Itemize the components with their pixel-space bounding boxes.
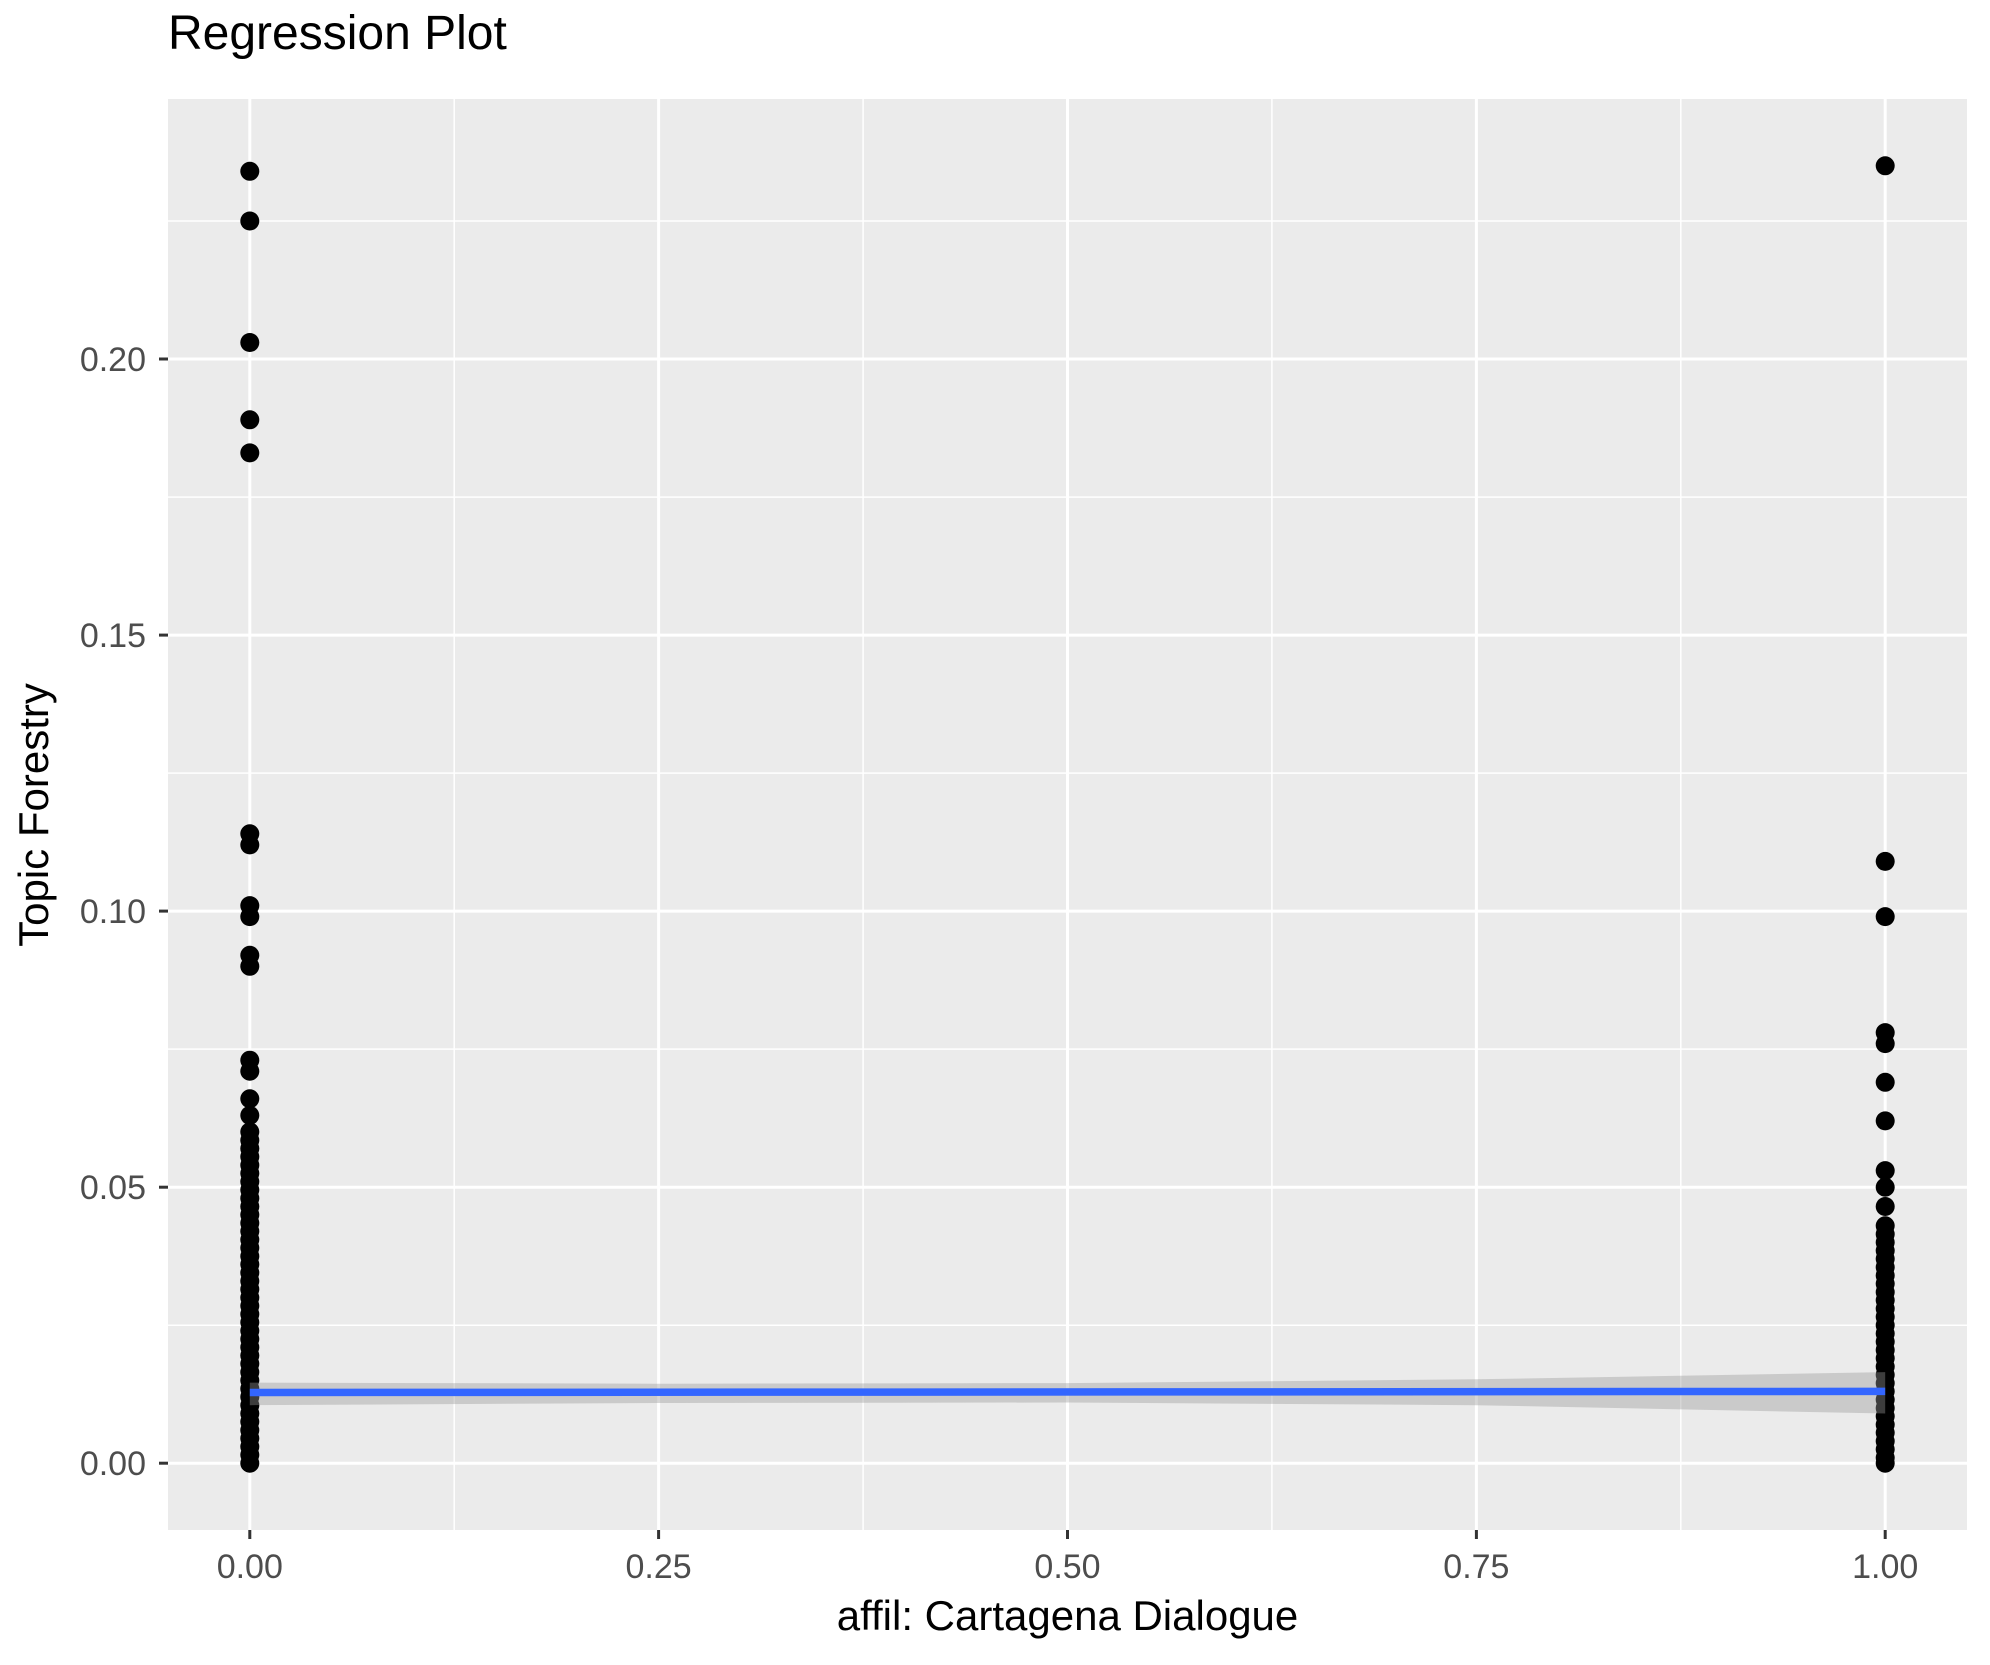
data-point: [240, 956, 260, 976]
data-point: [240, 1061, 260, 1081]
data-point: [240, 1089, 260, 1109]
y-tick-label: 0.15: [80, 617, 146, 655]
data-point: [1875, 1111, 1895, 1131]
data-point: [1875, 1197, 1895, 1216]
data-point: [240, 161, 260, 181]
x-tick-label: 0.25: [626, 1548, 692, 1586]
data-point: [240, 1105, 260, 1125]
data-point: [1875, 907, 1895, 927]
regression-line: [249, 1387, 1886, 1397]
data-point: [1875, 1177, 1895, 1197]
x-tick-label: 0.75: [1443, 1548, 1509, 1586]
x-tick-label: 0.00: [217, 1548, 283, 1586]
y-axis-title-box: Topic Forestry: [6, 99, 62, 1530]
data-point: [240, 443, 260, 463]
x-axis-title: affil: Cartagena Dialogue: [836, 1592, 1299, 1639]
data-point: [1875, 851, 1895, 871]
x-tick-label: 0.50: [1034, 1548, 1100, 1586]
data-point: [1875, 1453, 1895, 1473]
y-axis-title: Topic Forestry: [10, 682, 58, 947]
data-point: [1875, 1072, 1895, 1092]
data-point: [240, 410, 260, 430]
data-point: [240, 835, 260, 855]
data-point: [240, 211, 260, 231]
data-point: [1875, 1034, 1895, 1054]
plot-title: Regression Plot: [168, 7, 507, 60]
y-tick-label: 0.05: [80, 1169, 146, 1207]
y-tick-label: 0.10: [80, 893, 146, 931]
y-tick-label: 0.00: [80, 1445, 146, 1483]
y-tick-label: 0.20: [80, 341, 146, 379]
data-point: [1875, 156, 1895, 176]
data-point: [240, 333, 260, 352]
data-point: [240, 1453, 260, 1473]
data-point: [240, 907, 260, 927]
data-point: [1875, 1161, 1895, 1181]
x-tick-label: 1.00: [1852, 1548, 1918, 1586]
